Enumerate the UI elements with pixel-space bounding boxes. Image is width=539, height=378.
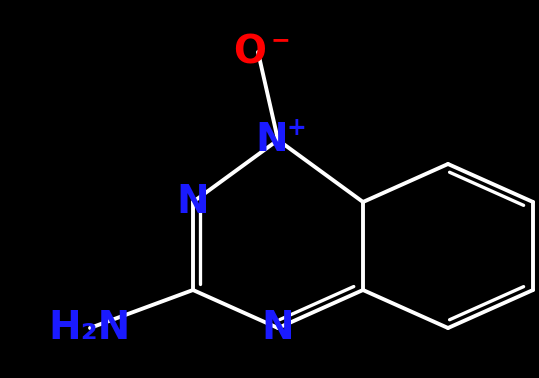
Text: +: + <box>286 116 306 140</box>
Text: O: O <box>233 33 266 71</box>
Text: N: N <box>255 121 288 159</box>
Text: H₂N: H₂N <box>49 309 131 347</box>
Text: −: − <box>270 28 290 52</box>
Text: N: N <box>177 183 209 221</box>
Text: N: N <box>262 309 294 347</box>
